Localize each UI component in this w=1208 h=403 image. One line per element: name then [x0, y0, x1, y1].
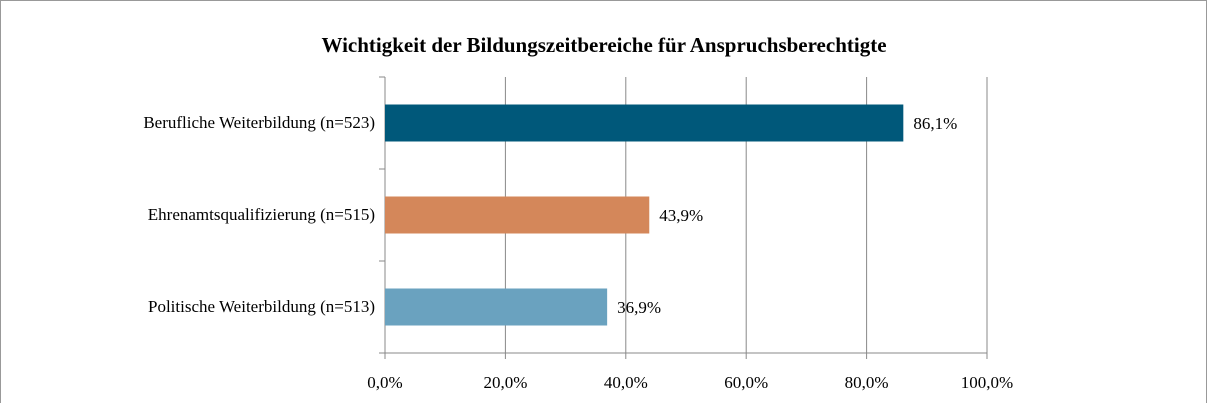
y-tick-label: Berufliche Weiterbildung (n=523)	[143, 113, 375, 132]
y-tick-label: Politische Weiterbildung (n=513)	[148, 297, 375, 316]
x-tick-label: 0,0%	[367, 373, 402, 392]
data-label: 86,1%	[913, 114, 957, 133]
bar	[385, 288, 608, 326]
x-tick-label: 40,0%	[604, 373, 648, 392]
y-tick-label: Ehrenamtsqualifizierung (n=515)	[148, 205, 375, 224]
bar	[385, 104, 904, 142]
data-label: 36,9%	[617, 298, 661, 317]
data-label: 43,9%	[659, 206, 703, 225]
x-tick-label: 20,0%	[483, 373, 527, 392]
x-tick-label: 80,0%	[845, 373, 889, 392]
bar	[385, 196, 650, 234]
x-tick-label: 60,0%	[724, 373, 768, 392]
x-tick-label: 100,0%	[961, 373, 1013, 392]
chart-title: Wichtigkeit der Bildungszeitbereiche für…	[321, 33, 886, 57]
